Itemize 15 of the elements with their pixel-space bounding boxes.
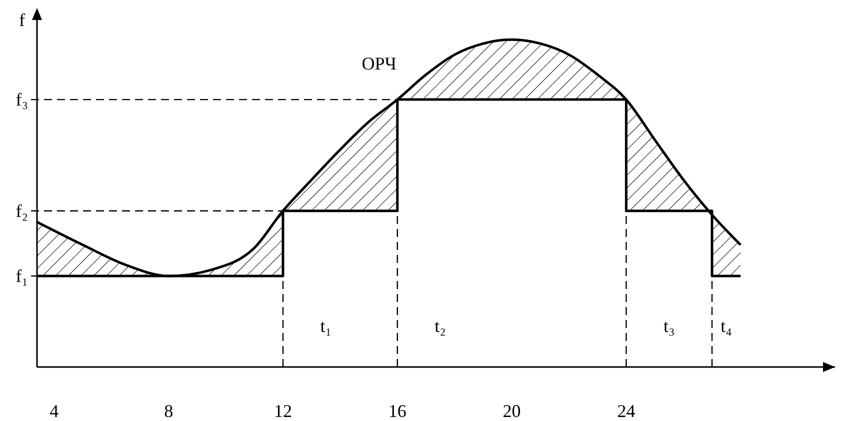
annotation: t₁ [320, 316, 332, 336]
annotation: t₄ [720, 316, 732, 336]
x-tick-label: 16 [388, 401, 406, 421]
ref-line-label: f₁ [16, 266, 28, 286]
x-tick-label: 20 [502, 401, 521, 421]
ref-line-label: f₃ [16, 90, 28, 110]
x-tick-label: 8 [164, 401, 174, 421]
ref-line-label: f₂ [16, 200, 28, 221]
x-tick-label: 12 [274, 401, 292, 421]
x-tick-label: 24 [617, 401, 636, 421]
annotation: t₃ [663, 316, 675, 336]
series-label: ОРЧ [362, 54, 397, 74]
y-axis-title: f [19, 10, 25, 30]
annotation: t₂ [434, 316, 446, 336]
x-tick-label: 4 [50, 401, 59, 421]
